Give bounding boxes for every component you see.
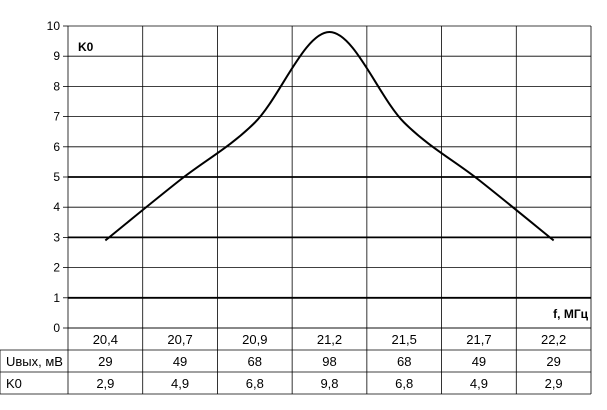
x-axis-label: f, МГц (553, 307, 588, 321)
y-tick-label: 4 (53, 200, 60, 214)
table-cell: 9,8 (320, 376, 338, 391)
y-tick-label: 10 (47, 19, 61, 33)
table-row-label: K0 (6, 376, 22, 391)
plot-grid (63, 25, 592, 329)
y-tick-labels: 0 1 2 3 4 5 6 7 8 9 10 (47, 19, 61, 335)
y-tick-label: 9 (53, 49, 60, 63)
series-line (104, 31, 555, 242)
y-tick-label: 6 (53, 140, 60, 154)
x-tick-label: 20,4 (93, 332, 118, 347)
x-tick-label: 21,7 (466, 332, 491, 347)
table-cell: 2,9 (545, 376, 563, 391)
table-cell: 29 (546, 354, 560, 369)
y-tick-label: 2 (53, 261, 60, 275)
y-tick-label: 0 (53, 321, 60, 335)
x-tick-label: 20,9 (242, 332, 267, 347)
table-cell: 49 (173, 354, 187, 369)
y-tick-label: 7 (53, 110, 60, 124)
table-cell: 98 (322, 354, 336, 369)
x-tick-label: 22,2 (541, 332, 566, 347)
x-tick-label: 21,5 (392, 332, 417, 347)
table-cell: 6,8 (395, 376, 413, 391)
table-cell: 6,8 (246, 376, 264, 391)
table-cell: 49 (472, 354, 486, 369)
table-row-label: Uвых, мВ (6, 354, 63, 369)
y-axis-label: K0 (78, 40, 94, 54)
table-cell: 4,9 (171, 376, 189, 391)
y-tick-label: 8 (53, 79, 60, 93)
x-tick-label: 20,7 (167, 332, 192, 347)
table-cell: 29 (98, 354, 112, 369)
table-cell: 2,9 (96, 376, 114, 391)
table-cell: 68 (248, 354, 262, 369)
table-cell: 68 (397, 354, 411, 369)
table-cell: 4,9 (470, 376, 488, 391)
data-table: 20,4 20,7 20,9 21,2 21,5 21,7 22,2 Uвых, мВ 29 49… (0, 327, 592, 395)
y-tick-label: 1 (53, 291, 60, 305)
curve-layer (104, 31, 555, 242)
y-tick-label: 3 (53, 230, 60, 244)
y-tick-label: 5 (53, 170, 60, 184)
x-tick-label: 21,2 (317, 332, 342, 347)
